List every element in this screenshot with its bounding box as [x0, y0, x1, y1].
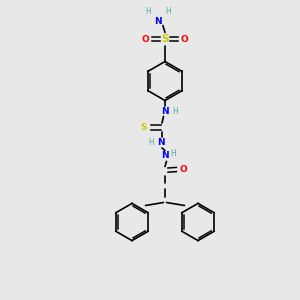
Text: O: O	[142, 34, 149, 43]
Text: S: S	[161, 34, 169, 44]
Text: H: H	[170, 149, 176, 158]
Text: H: H	[172, 106, 178, 116]
Text: H: H	[148, 138, 154, 147]
Text: O: O	[179, 165, 187, 174]
Text: N: N	[154, 16, 162, 26]
Text: N: N	[161, 152, 169, 160]
Text: O: O	[181, 34, 188, 43]
Text: S: S	[141, 123, 147, 132]
Text: H: H	[146, 8, 152, 16]
Text: N: N	[158, 138, 165, 147]
Text: H: H	[166, 8, 172, 16]
Text: N: N	[161, 106, 169, 116]
